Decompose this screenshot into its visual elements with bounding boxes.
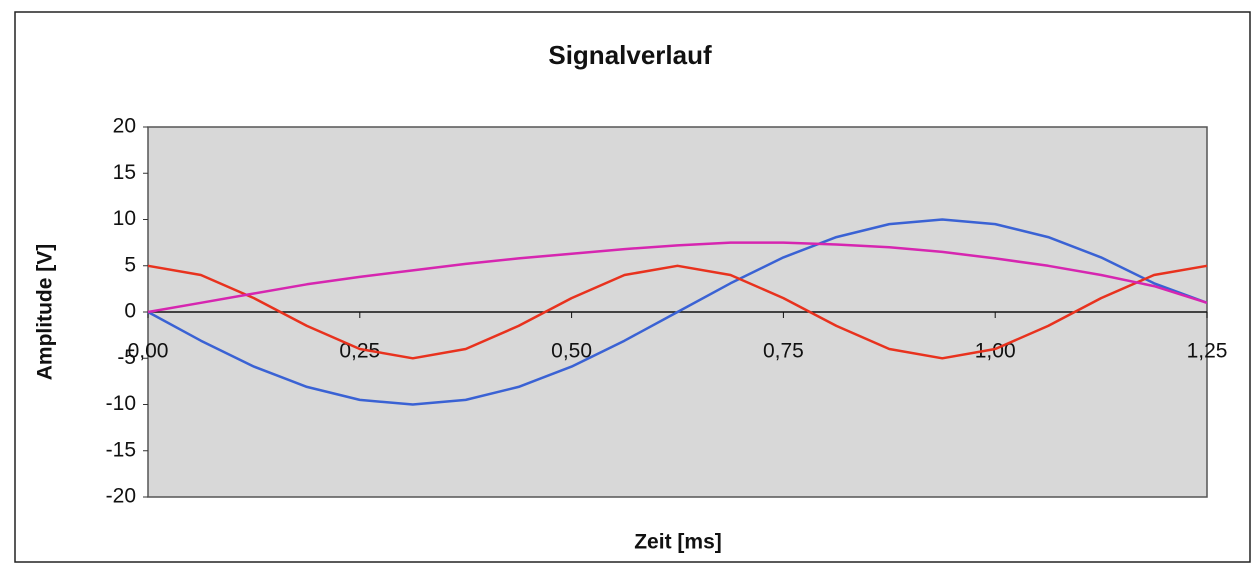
y-tick-label: 5	[124, 253, 136, 276]
x-tick-label: 0,00	[128, 340, 169, 363]
series-line	[147, 218, 1208, 406]
y-tick-label: -15	[106, 438, 136, 461]
y-tick-label: -20	[106, 485, 136, 508]
x-axis-label: Zeit [ms]	[634, 531, 722, 554]
series-line	[147, 241, 1208, 314]
y-tick-label: -5	[117, 346, 136, 369]
x-tick-label: 0,50	[551, 340, 592, 363]
x-tick-label: 1,25	[1187, 340, 1228, 363]
series-line	[147, 264, 1208, 360]
y-tick-label: 15	[113, 161, 136, 184]
x-tick-label: 0,75	[763, 340, 804, 363]
y-tick-label: 10	[113, 207, 136, 230]
y-axis-label: Amplitude [V]	[34, 244, 57, 381]
y-tick-label: 20	[113, 115, 136, 138]
y-tick-label: -10	[106, 392, 136, 415]
chart-title: Signalverlauf	[548, 40, 712, 70]
y-tick-label: 0	[124, 300, 136, 323]
